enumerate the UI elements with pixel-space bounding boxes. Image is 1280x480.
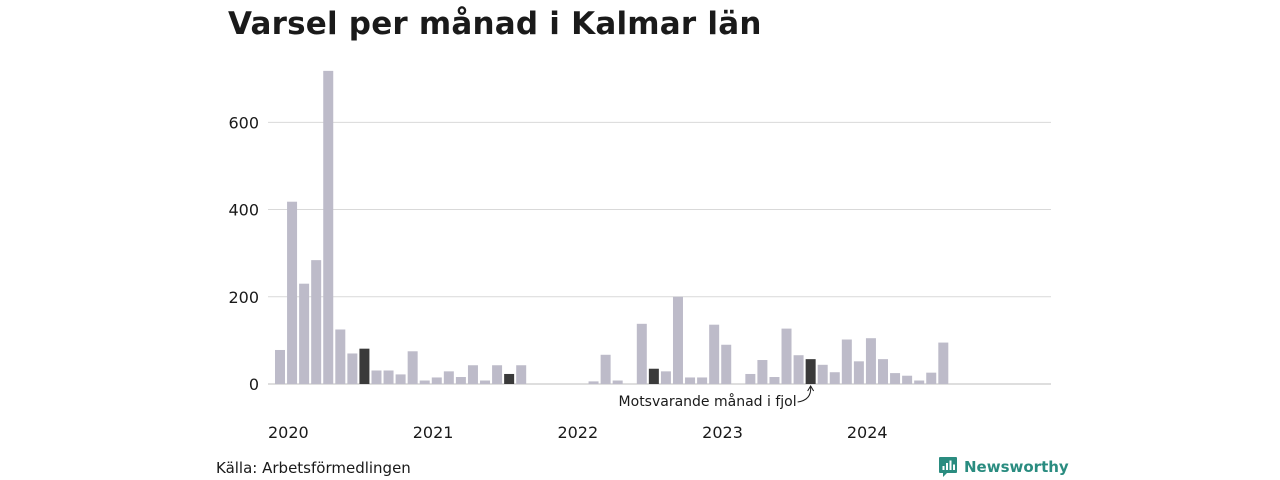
x-axis-ticks: 2020 2021 2022 2023 2024 [268,423,888,442]
bar [709,324,720,384]
bar [853,361,864,384]
bar [612,380,623,384]
bar [865,338,876,384]
brand-name: Newsworthy [964,458,1069,476]
bar [890,373,901,384]
x-tick-label: 2020 [268,423,309,442]
bars [275,70,949,384]
bar [287,201,298,384]
bar [914,380,925,384]
bar [685,377,696,384]
bar [721,344,732,384]
bar [516,365,527,384]
bar [841,339,852,384]
y-tick-label: 400 [228,201,259,220]
x-tick-label: 2024 [847,423,888,442]
bar [781,328,792,384]
newsworthy-logo-icon [939,457,957,477]
bar [383,370,394,384]
bar [480,380,491,384]
bar [395,374,406,384]
bar [805,359,816,384]
bar [311,260,322,384]
bar [443,371,454,384]
bar [672,296,683,384]
brand-logo: Newsworthy [938,456,1069,478]
bar [660,371,671,384]
comparison-label: Motsvarande månad i fjol [619,393,797,410]
x-tick-label: 2021 [413,423,454,442]
comparison-arrow [797,386,812,403]
bar [745,373,756,384]
bar [757,360,768,384]
bar [926,372,937,384]
bar [902,375,913,384]
bar [467,365,478,384]
bar [600,354,611,384]
bar [299,283,310,384]
y-axis-ticks: 0 200 400 600 [228,113,259,394]
bar [817,364,828,384]
bar [793,355,804,384]
bar [492,365,503,384]
bar [588,381,599,384]
comparison-arrowhead [807,385,815,392]
bar [648,368,659,384]
y-tick-label: 200 [228,288,259,307]
bar [697,377,708,384]
annotations: Motsvarande månad i fjol [619,385,815,410]
bar [769,377,780,384]
bar [347,353,358,384]
bar [335,329,346,384]
x-tick-label: 2023 [702,423,743,442]
source-note: Källa: Arbetsförmedlingen [216,459,411,477]
bar [878,359,888,384]
bar [407,351,418,384]
y-tick-label: 0 [249,375,259,394]
bar [504,373,515,384]
y-tick-label: 600 [228,113,259,132]
chart-title: Varsel per månad i Kalmar län [228,6,762,42]
bar [371,370,382,384]
bar [431,377,442,384]
bar [275,349,285,384]
bar [938,342,949,384]
bar [419,380,430,384]
bar [636,323,647,384]
gridlines [268,121,1051,385]
bar [359,348,370,384]
bar [455,377,466,384]
bar [323,70,334,384]
bar [829,372,840,384]
x-tick-label: 2022 [557,423,598,442]
